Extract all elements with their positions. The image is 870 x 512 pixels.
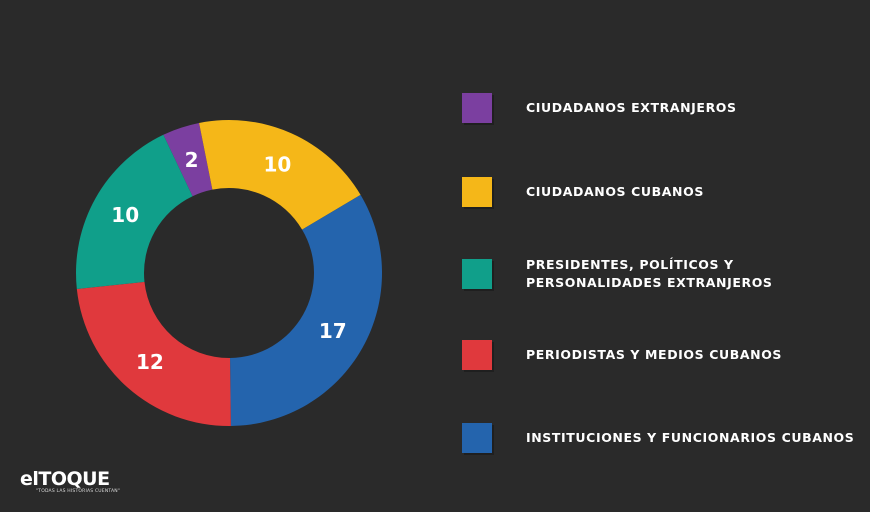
- donut-value-label-4: 10: [111, 203, 139, 227]
- legend-item-instituciones-funcionarios: INSTITUCIONES Y FUNCIONARIOS CUBANOS: [462, 423, 854, 453]
- legend-item-periodistas-medios: PERIODISTAS Y MEDIOS CUBANOS: [462, 340, 782, 370]
- donut-slice-2: [230, 194, 383, 426]
- legend-label: CIUDADANOS EXTRANJEROS: [526, 100, 737, 115]
- donut-value-labels: 2 10 17 12 10: [111, 148, 346, 374]
- legend-swatch: [462, 423, 492, 453]
- legend-label: INSTITUCIONES Y FUNCIONARIOS CUBANOS: [526, 430, 855, 445]
- legend-swatch: [462, 259, 492, 289]
- legend-item-ciudadanos-cubanos: CIUDADANOS CUBANOS: [462, 177, 704, 207]
- donut-value-label-2: 17: [319, 319, 347, 343]
- donut-slices: [76, 120, 383, 426]
- donut-value-label-1: 10: [264, 152, 292, 176]
- legend-label: CIUDADANOS CUBANOS: [526, 184, 704, 199]
- legend-item-presidentes-politicos: PRESIDENTES, POLÍTICOS Y PERSONALIDADES …: [462, 256, 773, 292]
- legend-swatch: [462, 93, 492, 123]
- donut-slice-1: [199, 120, 361, 230]
- donut-slice-3: [76, 281, 231, 426]
- logo-text: elTOQUE: [20, 468, 110, 490]
- legend-label: PERIODISTAS Y MEDIOS CUBANOS: [526, 347, 783, 362]
- logo-tagline: "TODAS LAS HISTORIAS CUENTAN": [36, 489, 121, 494]
- eltoque-logo: elTOQUE "TODAS LAS HISTORIAS CUENTAN": [20, 468, 120, 494]
- legend-swatch: [462, 177, 492, 207]
- legend-swatch: [462, 340, 492, 370]
- donut-slice-0: [163, 122, 213, 197]
- donut-value-label-0: 2: [185, 148, 199, 172]
- legend-label: PRESIDENTES, POLÍTICOS Y PERSONALIDADES …: [526, 257, 773, 290]
- donut-slice-4: [76, 134, 193, 289]
- donut-value-label-3: 12: [136, 350, 164, 374]
- legend-item-ciudadanos-extranjeros: CIUDADANOS EXTRANJEROS: [462, 93, 737, 123]
